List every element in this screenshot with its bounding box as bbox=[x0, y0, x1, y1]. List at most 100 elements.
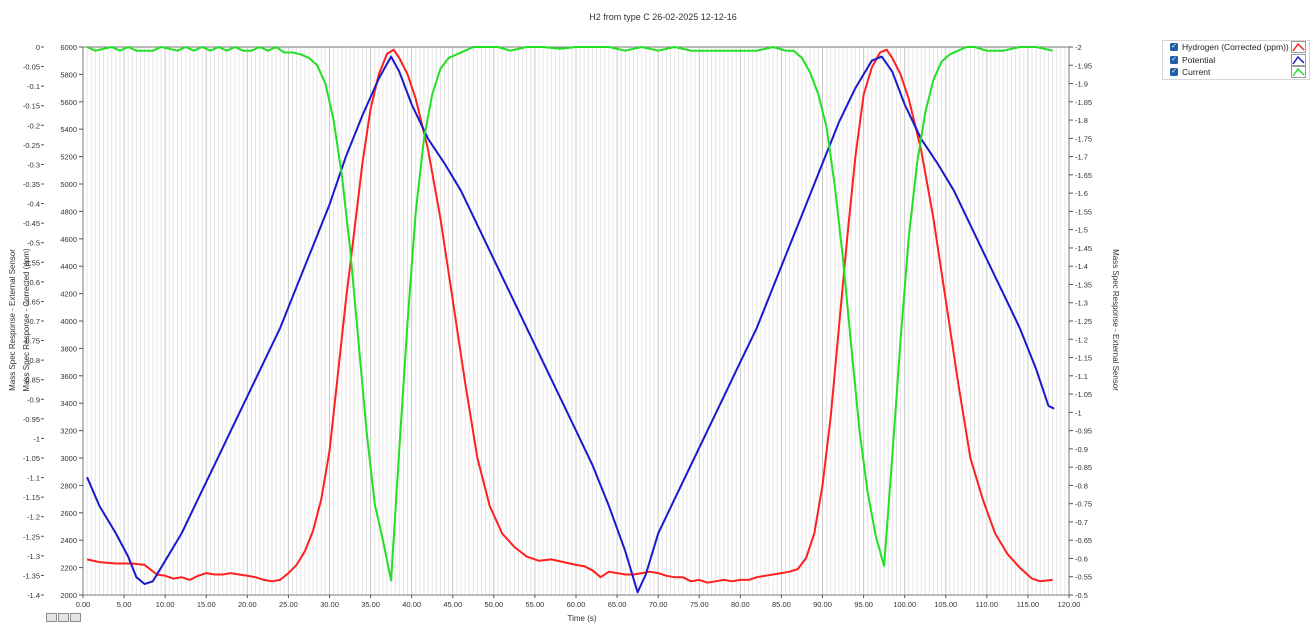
inner-left-tick-label: 5000 bbox=[60, 180, 77, 189]
legend-label: Potential bbox=[1182, 54, 1216, 65]
outer-left-tick-label: -0.6 bbox=[27, 278, 40, 287]
x-tick-label: 100.00 bbox=[893, 600, 916, 609]
x-tick-label: 0.00 bbox=[76, 600, 91, 609]
x-tick-label: 110.00 bbox=[976, 600, 998, 609]
inner-left-tick-label: 2400 bbox=[60, 536, 77, 545]
x-tick-label: 75.00 bbox=[690, 600, 709, 609]
outer-left-tick-label: -1.3 bbox=[27, 552, 40, 561]
x-tick-label: 105.00 bbox=[934, 600, 957, 609]
inner-left-tick-label: 6000 bbox=[60, 43, 77, 52]
right-tick-label: -0.95 bbox=[1075, 427, 1092, 436]
right-tick-label: -1.95 bbox=[1075, 61, 1092, 70]
inner-left-tick-label: 3600 bbox=[60, 372, 77, 381]
outer-left-axis-label: Mass Spec Response - External Sensor bbox=[8, 249, 17, 391]
x-axis-label: Time (s) bbox=[567, 614, 596, 623]
inner-left-tick-label: 5800 bbox=[60, 70, 77, 79]
line-swatch-icon bbox=[1291, 41, 1306, 54]
outer-left-tick-label: -0.65 bbox=[23, 297, 40, 306]
outer-left-tick-label: -0.95 bbox=[23, 415, 40, 424]
outer-left-tick-label: -1.15 bbox=[23, 493, 40, 502]
x-tick-label: 70.00 bbox=[649, 600, 668, 609]
outer-left-tick-label: -0.1 bbox=[27, 82, 40, 91]
right-tick-label: -0.55 bbox=[1075, 573, 1092, 582]
x-tick-label: 25.00 bbox=[279, 600, 298, 609]
right-tick-label: -0.65 bbox=[1075, 536, 1092, 545]
right-tick-label: -1.3 bbox=[1075, 299, 1088, 308]
outer-left-tick-label: 0 bbox=[36, 43, 40, 52]
inner-left-tick-label: 4000 bbox=[60, 317, 77, 326]
right-tick-label: -0.6 bbox=[1075, 554, 1088, 563]
right-tick-label: -1.6 bbox=[1075, 189, 1088, 198]
x-tick-label: 10.00 bbox=[156, 600, 175, 609]
right-tick-label: -1.45 bbox=[1075, 244, 1092, 253]
right-tick-label: -1 bbox=[1075, 408, 1082, 417]
right-tick-label: -2 bbox=[1075, 43, 1082, 52]
right-tick-label: -0.9 bbox=[1075, 445, 1088, 454]
legend-item-current[interactable]: ✓ Current bbox=[1163, 66, 1309, 79]
x-tick-label: 115.00 bbox=[1017, 600, 1039, 609]
cursor-tool-icon[interactable] bbox=[46, 613, 57, 622]
legend-item-hydrogen[interactable]: ✓ Hydrogen (Corrected (ppm)) bbox=[1163, 41, 1309, 54]
outer-left-tick-label: -0.25 bbox=[23, 141, 40, 150]
right-tick-label: -0.85 bbox=[1075, 463, 1092, 472]
inner-left-tick-label: 5200 bbox=[60, 153, 77, 162]
outer-left-tick-label: -1.05 bbox=[23, 454, 40, 463]
x-tick-label: 45.00 bbox=[443, 600, 462, 609]
line-swatch-icon bbox=[1291, 66, 1306, 79]
outer-left-tick-label: -1.25 bbox=[23, 532, 40, 541]
outer-left-tick-label: -0.75 bbox=[23, 337, 40, 346]
pan-tool-icon[interactable] bbox=[70, 613, 81, 622]
right-tick-label: -1.65 bbox=[1075, 171, 1092, 180]
inner-left-tick-label: 4400 bbox=[60, 262, 77, 271]
right-tick-label: -0.7 bbox=[1075, 518, 1088, 527]
inner-left-tick-label: 4200 bbox=[60, 290, 77, 299]
outer-left-tick-label: -1 bbox=[33, 434, 40, 443]
right-tick-label: -1.75 bbox=[1075, 134, 1092, 143]
outer-left-tick-label: -0.05 bbox=[23, 63, 40, 72]
plot-grid bbox=[86, 47, 1066, 595]
outer-left-tick-label: -0.9 bbox=[27, 395, 40, 404]
x-tick-label: 20.00 bbox=[238, 600, 257, 609]
inner-left-axis-label: Mass Spec Response - Corrected (ppm) bbox=[22, 248, 31, 392]
right-tick-label: -0.75 bbox=[1075, 500, 1092, 509]
outer-left-tick-label: -0.5 bbox=[27, 239, 40, 248]
right-tick-label: -1.8 bbox=[1075, 116, 1088, 125]
inner-left-tick-label: 2000 bbox=[60, 591, 77, 600]
checkbox-checked-icon[interactable]: ✓ bbox=[1170, 55, 1178, 64]
axes: 0.00 5.00 10.00 15.00 20.00 25.00 30.00 35.00 40… bbox=[23, 43, 1092, 609]
x-tick-label: 50.00 bbox=[484, 600, 503, 609]
right-tick-label: -0.5 bbox=[1075, 591, 1088, 600]
graph-palette-toolbar bbox=[46, 613, 81, 622]
inner-left-tick-label: 5400 bbox=[60, 125, 77, 134]
outer-left-tick-label: -1.4 bbox=[27, 591, 40, 600]
x-tick-label: 5.00 bbox=[117, 600, 132, 609]
zoom-tool-icon[interactable] bbox=[58, 613, 69, 622]
right-tick-label: -1.9 bbox=[1075, 80, 1088, 89]
legend: ✓ Hydrogen (Corrected (ppm)) ✓ Potential… bbox=[1162, 40, 1310, 80]
inner-left-tick-label: 3200 bbox=[60, 427, 77, 436]
outer-left-tick-label: -0.7 bbox=[27, 317, 40, 326]
outer-left-tick-label: -0.55 bbox=[23, 258, 40, 267]
outer-left-tick-label: -0.85 bbox=[23, 376, 40, 385]
checkbox-checked-icon[interactable]: ✓ bbox=[1170, 43, 1178, 52]
outer-left-tick-label: -0.3 bbox=[27, 160, 40, 169]
x-tick-label: 80.00 bbox=[731, 600, 750, 609]
inner-left-tick-label: 2800 bbox=[60, 481, 77, 490]
right-tick-label: -0.8 bbox=[1075, 481, 1088, 490]
right-tick-label: -1.4 bbox=[1075, 262, 1088, 271]
inner-left-tick-label: 3400 bbox=[60, 399, 77, 408]
legend-item-potential[interactable]: ✓ Potential bbox=[1163, 53, 1309, 67]
series-line-hydrogen bbox=[86, 48, 1053, 584]
legend-label: Current bbox=[1182, 67, 1211, 78]
outer-left-tick-label: -0.8 bbox=[27, 356, 40, 365]
x-tick-label: 95.00 bbox=[854, 600, 873, 609]
x-tick-label: 15.00 bbox=[197, 600, 216, 609]
right-tick-label: -1.85 bbox=[1075, 98, 1092, 107]
x-tick-label: 120.00 bbox=[1058, 600, 1081, 609]
right-tick-label: -1.25 bbox=[1075, 317, 1092, 326]
series-lines bbox=[86, 46, 1055, 594]
legend-label: Hydrogen (Corrected (ppm)) bbox=[1182, 42, 1289, 53]
checkbox-checked-icon[interactable]: ✓ bbox=[1170, 68, 1178, 77]
right-tick-label: -1.55 bbox=[1075, 207, 1092, 216]
chart-title: H2 from type C 26-02-2025 12-12-16 bbox=[589, 12, 737, 22]
